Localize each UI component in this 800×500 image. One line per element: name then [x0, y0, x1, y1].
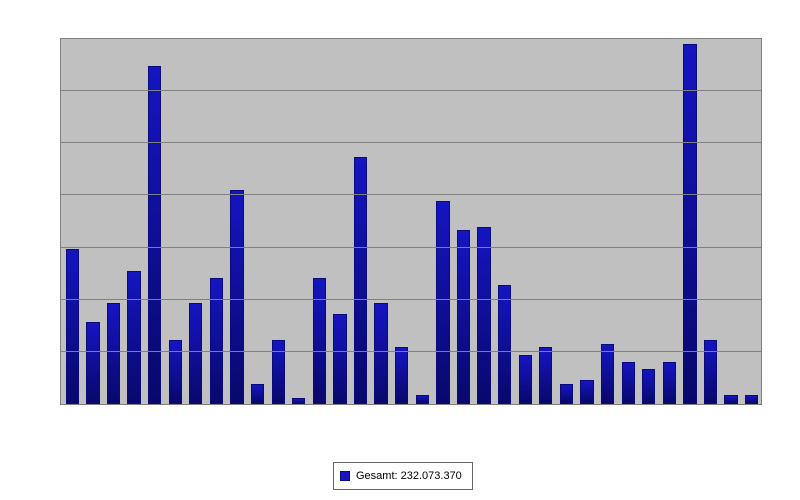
chart-container: Gesamt: 232.073.370 — [0, 0, 800, 500]
bar — [333, 314, 346, 404]
bar — [272, 340, 285, 404]
gridline — [61, 142, 761, 143]
gridline — [61, 351, 761, 352]
bar — [169, 340, 182, 404]
bar — [436, 201, 449, 404]
bar — [663, 362, 676, 404]
bar — [642, 369, 655, 404]
bar — [745, 395, 758, 404]
bar — [704, 340, 717, 404]
plot-area — [60, 38, 762, 405]
bar — [580, 380, 593, 404]
bar — [395, 347, 408, 404]
bar — [724, 395, 737, 404]
bars-layer — [61, 39, 761, 404]
bar — [374, 303, 387, 404]
bar — [539, 347, 552, 404]
gridline — [61, 247, 761, 248]
bar — [313, 278, 326, 404]
bar — [66, 249, 79, 404]
bar — [251, 384, 264, 404]
bar — [189, 303, 202, 404]
gridline — [61, 90, 761, 91]
bar — [230, 190, 243, 404]
bar — [622, 362, 635, 404]
legend: Gesamt: 232.073.370 — [333, 462, 473, 490]
legend-label: Gesamt: 232.073.370 — [356, 470, 462, 482]
bar — [601, 344, 614, 404]
bar — [560, 384, 573, 404]
bar — [292, 398, 305, 404]
bar — [210, 278, 223, 404]
bar — [457, 230, 470, 404]
bar — [127, 271, 140, 404]
bar — [519, 355, 532, 404]
bar — [498, 285, 511, 404]
bar — [477, 227, 490, 404]
bar — [416, 395, 429, 404]
legend-swatch-icon — [340, 471, 350, 481]
gridline — [61, 299, 761, 300]
bar — [107, 303, 120, 404]
bar — [86, 322, 99, 404]
gridline — [61, 194, 761, 195]
bar — [148, 66, 161, 404]
